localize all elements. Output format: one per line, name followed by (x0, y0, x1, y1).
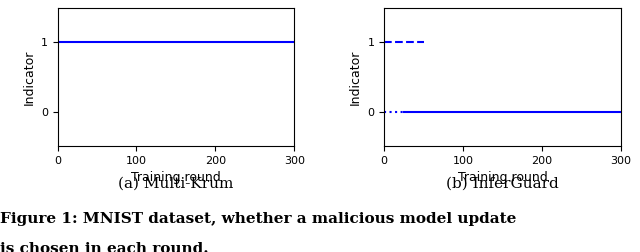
Y-axis label: Indicator: Indicator (22, 49, 35, 105)
Y-axis label: Indicator: Indicator (349, 49, 362, 105)
Text: (a) Multi-Krum: (a) Multi-Krum (118, 176, 234, 191)
X-axis label: Training round: Training round (458, 171, 547, 184)
Text: Figure 1: MNIST dataset, whether a malicious model update: Figure 1: MNIST dataset, whether a malic… (0, 212, 516, 226)
Text: is chosen in each round.: is chosen in each round. (0, 242, 209, 252)
X-axis label: Training round: Training round (131, 171, 221, 184)
Text: (b) InferGuard: (b) InferGuard (446, 176, 559, 191)
